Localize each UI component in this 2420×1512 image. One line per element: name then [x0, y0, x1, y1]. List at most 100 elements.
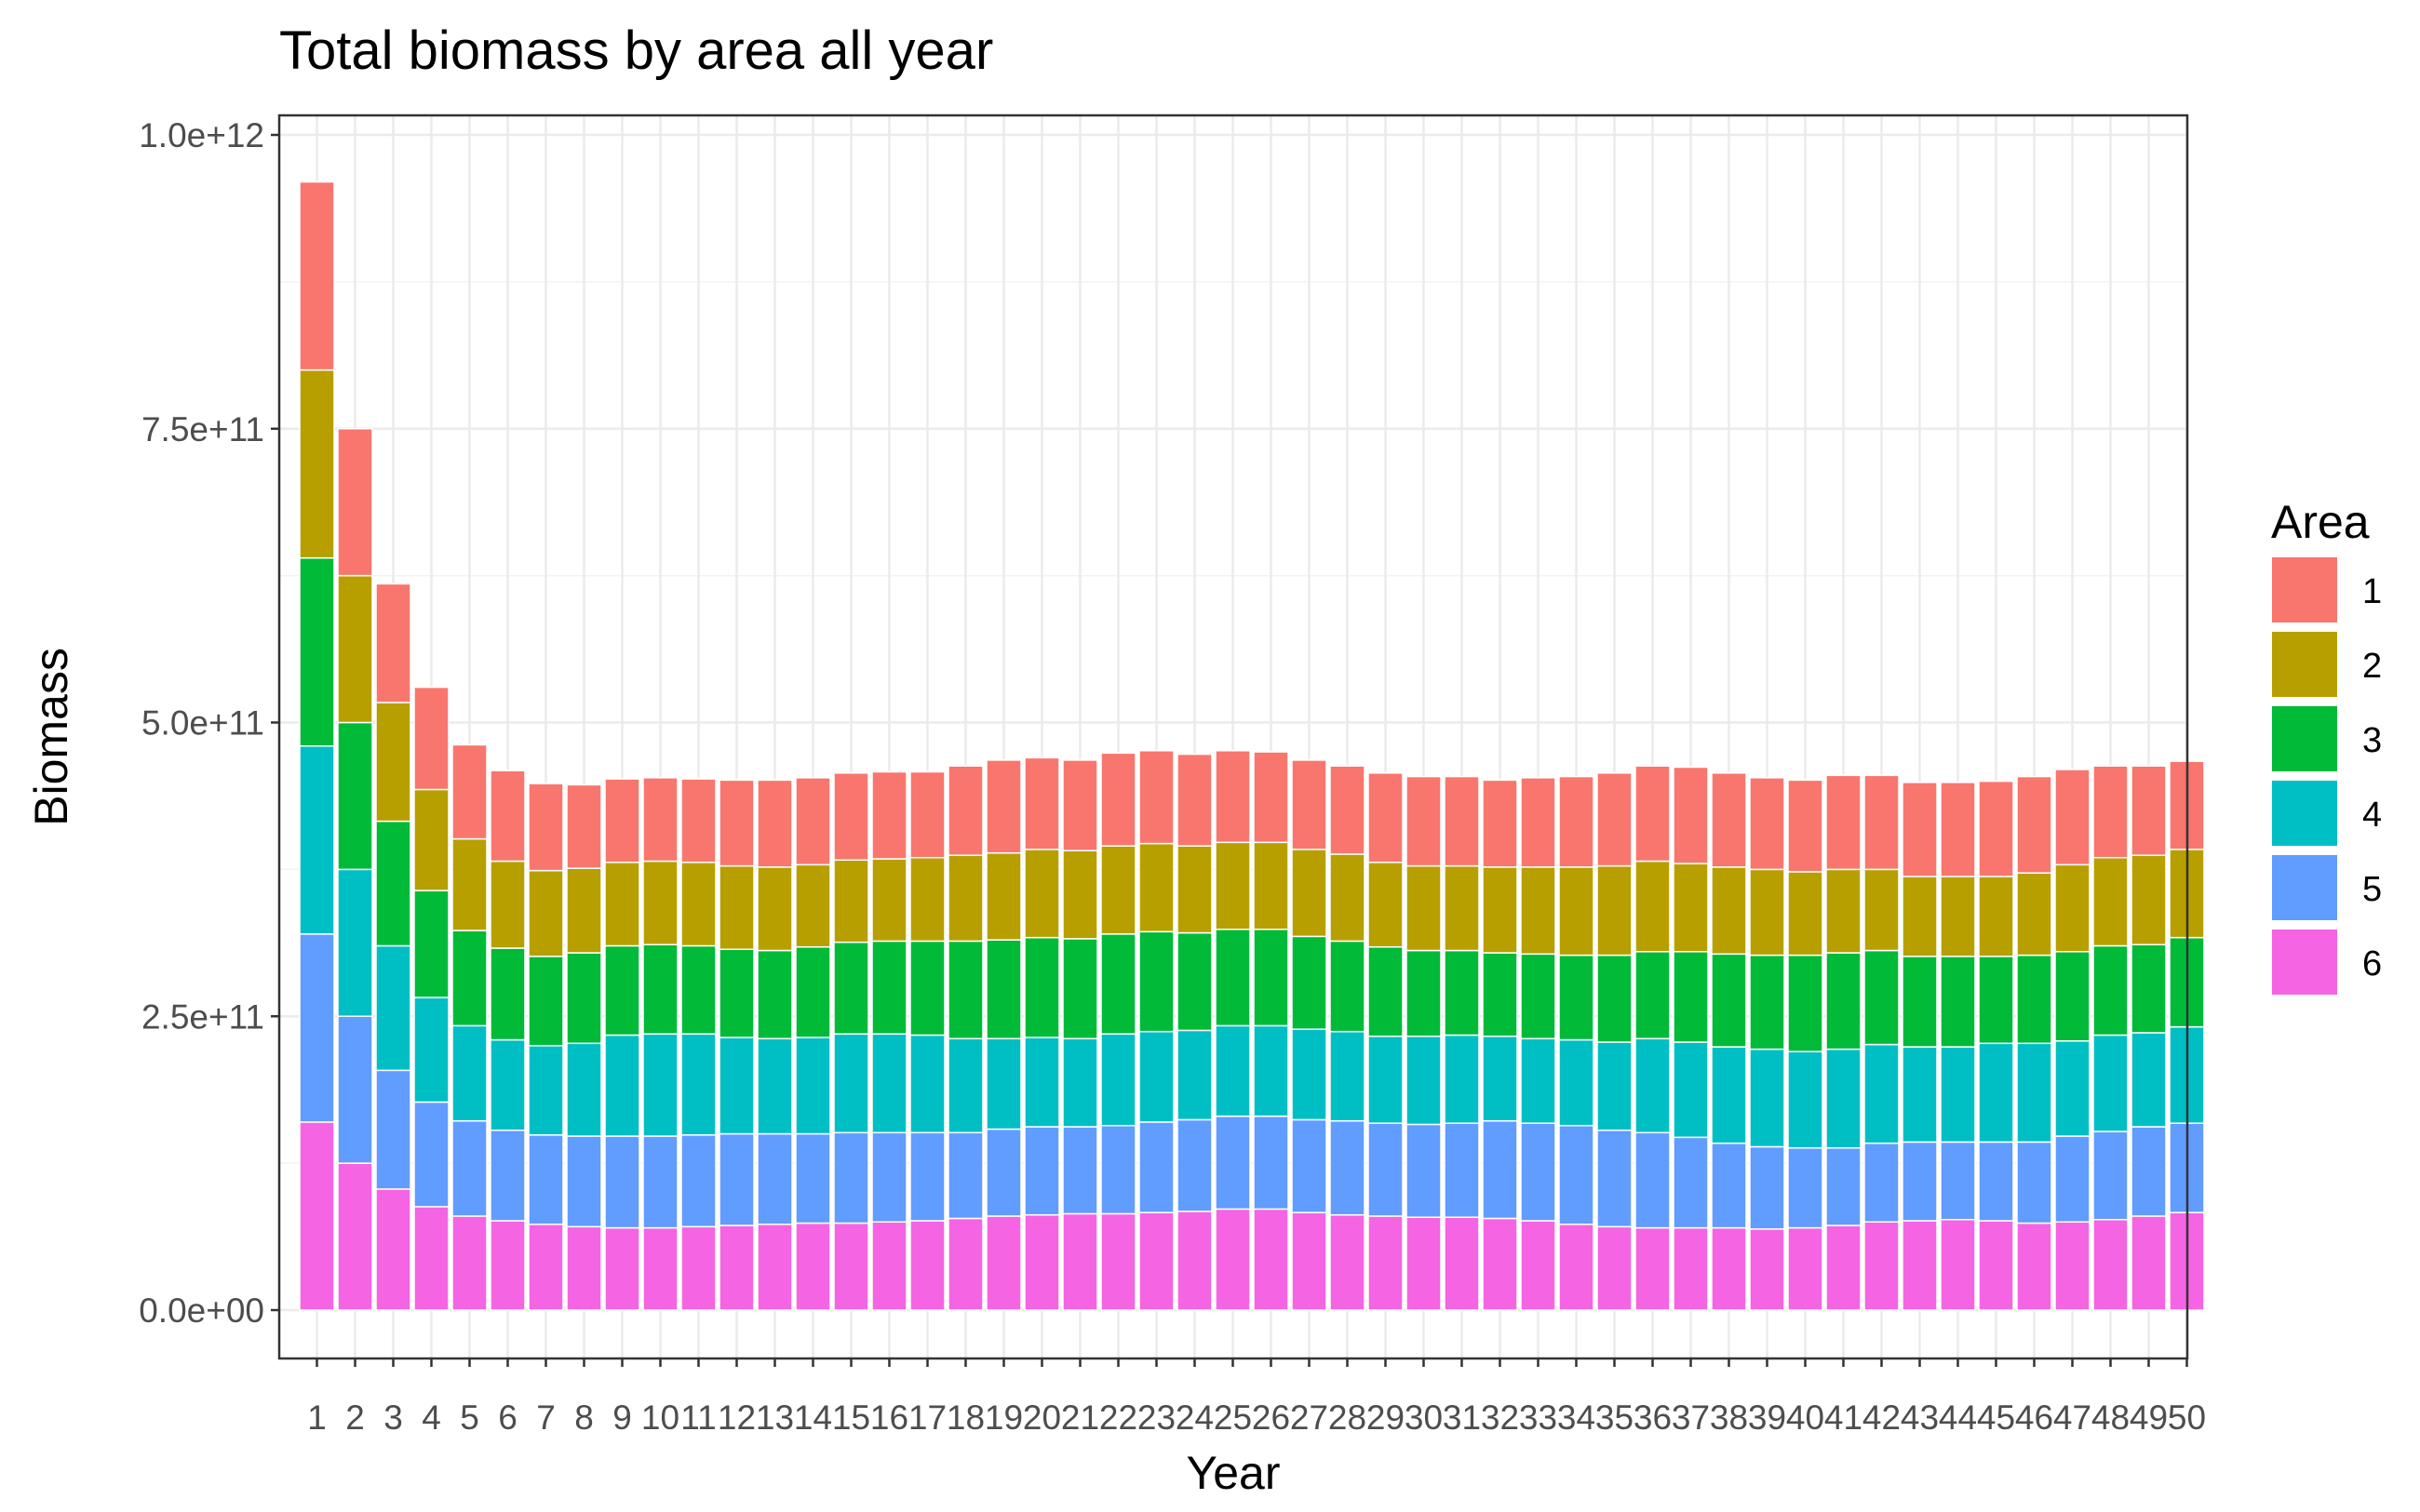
bar-segment-area-2: [757, 866, 793, 952]
bar-segment-area-5: [1520, 1122, 1556, 1222]
bar-segment-area-4: [528, 1045, 564, 1136]
x-tick-label: 40: [1786, 1398, 1824, 1437]
bar-segment-area-1: [1329, 765, 1365, 855]
bar-segment-area-2: [1329, 853, 1365, 943]
bar-segment-area-4: [719, 1037, 755, 1135]
bar-segment-area-6: [986, 1215, 1022, 1311]
bar-segment-area-4: [1482, 1035, 1518, 1122]
bar-segment-area-2: [642, 860, 679, 945]
bar-segment-area-1: [719, 779, 755, 867]
bar-segment-area-1: [566, 783, 602, 869]
bar-segment-area-2: [451, 837, 488, 931]
bar-segment-area-3: [337, 721, 373, 871]
bar-segment-area-3: [2131, 943, 2167, 1034]
bar-segment-area-4: [909, 1034, 946, 1134]
bar-segment-area-1: [1673, 766, 1709, 864]
bar-segment-area-5: [1405, 1123, 1442, 1218]
bar-segment-area-5: [1940, 1141, 1976, 1221]
bar-segment-area-1: [1520, 777, 1556, 868]
bar-segment-area-5: [1444, 1122, 1480, 1218]
x-tick-label: 11: [680, 1398, 716, 1437]
bar-segment-area-1: [757, 779, 793, 868]
bar-segment-area-5: [490, 1130, 526, 1222]
bar-segment-area-2: [2054, 863, 2091, 953]
bar-segment-area-6: [1787, 1226, 1823, 1311]
x-tick-label: 36: [1634, 1398, 1672, 1437]
x-tick-label: 50: [2168, 1398, 2206, 1437]
bar-segment-area-4: [1978, 1042, 2014, 1144]
bar-segment-area-1: [604, 778, 640, 863]
x-tick-label: 29: [1366, 1398, 1405, 1437]
bar-segment-area-6: [1176, 1211, 1213, 1311]
x-tick-label: 14: [794, 1398, 832, 1437]
bar-segment-area-3: [1176, 931, 1213, 1032]
bar-segment-area-3: [642, 943, 679, 1035]
bar-segment-area-2: [680, 862, 717, 947]
bar-segment-area-4: [1749, 1048, 1785, 1148]
bar-segment-area-4: [757, 1037, 793, 1135]
bar-segment-area-5: [871, 1131, 908, 1224]
bar-segment-area-4: [1062, 1037, 1098, 1128]
bar-segment-area-2: [1863, 868, 1900, 952]
bar-segment-area-1: [2054, 769, 2091, 866]
bar-segment-area-2: [2131, 854, 2167, 945]
x-tick-label: 13: [756, 1398, 794, 1437]
bar-segment-area-6: [1902, 1220, 1938, 1311]
bar-segment-area-1: [1176, 753, 1213, 847]
bar-segment-area-6: [2016, 1222, 2052, 1311]
bar-segment-area-2: [1100, 845, 1136, 935]
bar-segment-area-6: [1520, 1220, 1556, 1311]
bar-segment-area-4: [1100, 1033, 1136, 1127]
legend-label: 4: [2362, 796, 2382, 835]
bar-segment-area-1: [337, 428, 373, 577]
x-tick-label: 44: [1939, 1398, 1977, 1437]
bar-segment-area-3: [1634, 951, 1671, 1039]
bar-segment-area-1: [1215, 750, 1251, 844]
bar-segment-area-5: [1978, 1141, 2014, 1222]
bar-segment-area-5: [1215, 1115, 1251, 1211]
bar-segment-area-3: [604, 944, 640, 1037]
y-tick-label: 5.0e+11: [141, 704, 264, 743]
bar-segment-area-3: [1138, 930, 1175, 1033]
bar-segment-area-6: [1940, 1218, 1976, 1311]
bar-segment-area-2: [1634, 860, 1671, 953]
x-tick-label: 43: [1901, 1398, 1939, 1437]
bar-segment-area-4: [1711, 1046, 1747, 1144]
bar-segment-area-4: [871, 1033, 908, 1134]
x-tick-label: 12: [718, 1398, 756, 1437]
bar-segment-area-2: [1024, 849, 1060, 939]
bar-segment-area-1: [1138, 750, 1175, 845]
bar-segment-area-5: [1634, 1131, 1671, 1229]
bar-segment-area-1: [1902, 782, 1938, 877]
bar-segment-area-1: [642, 777, 679, 863]
bar-segment-area-1: [1024, 756, 1060, 850]
bar-segment-area-6: [1100, 1212, 1136, 1311]
bar-segment-area-6: [1062, 1212, 1098, 1311]
bar-segment-area-6: [375, 1188, 411, 1311]
y-tick-label: 0.0e+00: [139, 1291, 264, 1330]
bar-segment-area-6: [2131, 1215, 2167, 1311]
bar-segment-area-5: [1482, 1119, 1518, 1220]
bar-segment-area-1: [490, 769, 526, 863]
y-tick-label: 2.5e+11: [141, 997, 264, 1036]
bar-segment-area-4: [948, 1037, 984, 1134]
bar-segment-area-3: [757, 949, 793, 1039]
bar-segment-area-5: [1711, 1142, 1747, 1229]
bar-segment-area-3: [1940, 956, 1976, 1048]
bar-segment-area-4: [1176, 1029, 1213, 1121]
bar-segment-area-5: [299, 933, 335, 1123]
bar-segment-area-2: [1291, 849, 1327, 938]
bar-segment-area-3: [795, 945, 831, 1038]
x-tick-label: 22: [1099, 1398, 1137, 1437]
x-tick-label: 41: [1824, 1398, 1862, 1437]
bar-segment-area-4: [490, 1038, 526, 1131]
bar-segment-area-1: [2092, 765, 2129, 859]
bar-segment-area-3: [1367, 945, 1404, 1037]
bar-segment-area-3: [871, 940, 908, 1035]
bar-segment-area-5: [1596, 1130, 1633, 1228]
bar-segment-area-2: [1825, 868, 1862, 954]
bar-segment-area-6: [490, 1220, 526, 1311]
legend-key-5: [2270, 853, 2339, 922]
bar-segment-area-5: [2131, 1126, 2167, 1217]
bar-segment-area-6: [1863, 1221, 1900, 1311]
